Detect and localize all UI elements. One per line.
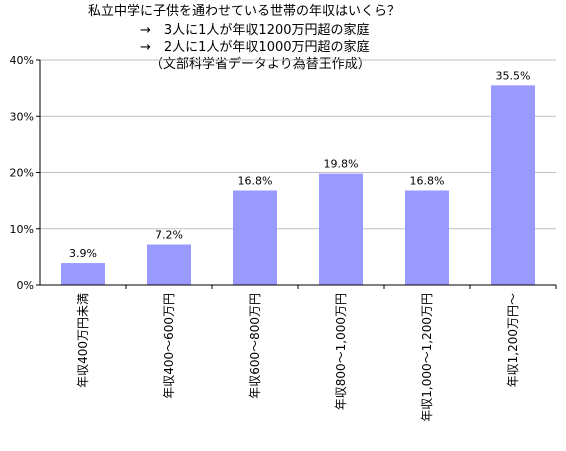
data-label: 19.8% (324, 158, 359, 171)
bar (319, 173, 363, 285)
axes (36, 59, 557, 289)
y-tick-label: 30% (10, 110, 34, 123)
y-tick-label: 40% (10, 54, 34, 67)
data-label: 16.8% (410, 175, 445, 188)
chart-subtitle-2: → 2人に1人が年収1000万円超の家庭 (140, 40, 370, 55)
labels: 0% 10% 20% 30% 40% 3.9% 年収400万円未満 7.2% 年収400～600… (10, 54, 531, 422)
y-tick-label: 10% (10, 223, 34, 236)
chart-subtitle-1: → 3人に1人が年収1200万円超の家庭 (140, 23, 370, 38)
y-tick-label: 0% (17, 279, 34, 292)
x-category-label: 年収400万円未満 (76, 293, 90, 388)
x-category-label: 年収1,200万円～ (506, 293, 520, 387)
data-label: 16.8% (238, 175, 273, 188)
x-category-label: 年収1,000～1,200万円 (420, 293, 434, 422)
x-category-label: 年収800～1,000万円 (334, 293, 348, 410)
data-label: 35.5% (496, 69, 531, 82)
bar (61, 263, 105, 285)
bar (491, 85, 535, 285)
data-label: 7.2% (155, 229, 183, 242)
data-label: 3.9% (69, 247, 97, 260)
bar (147, 244, 191, 285)
y-tick-label: 20% (10, 167, 34, 180)
chart-title: 私立中学に子供を通わせている世帯の年収はいくら？ (88, 4, 401, 19)
x-category-label: 年収400～600万円 (162, 293, 176, 399)
bar (405, 190, 449, 285)
chart-source-note: （文部科学省データより為替王作成） (150, 57, 371, 72)
bars (61, 85, 535, 285)
bar (233, 190, 277, 285)
gridlines (40, 59, 556, 230)
x-category-label: 年収600～800万円 (248, 293, 262, 399)
